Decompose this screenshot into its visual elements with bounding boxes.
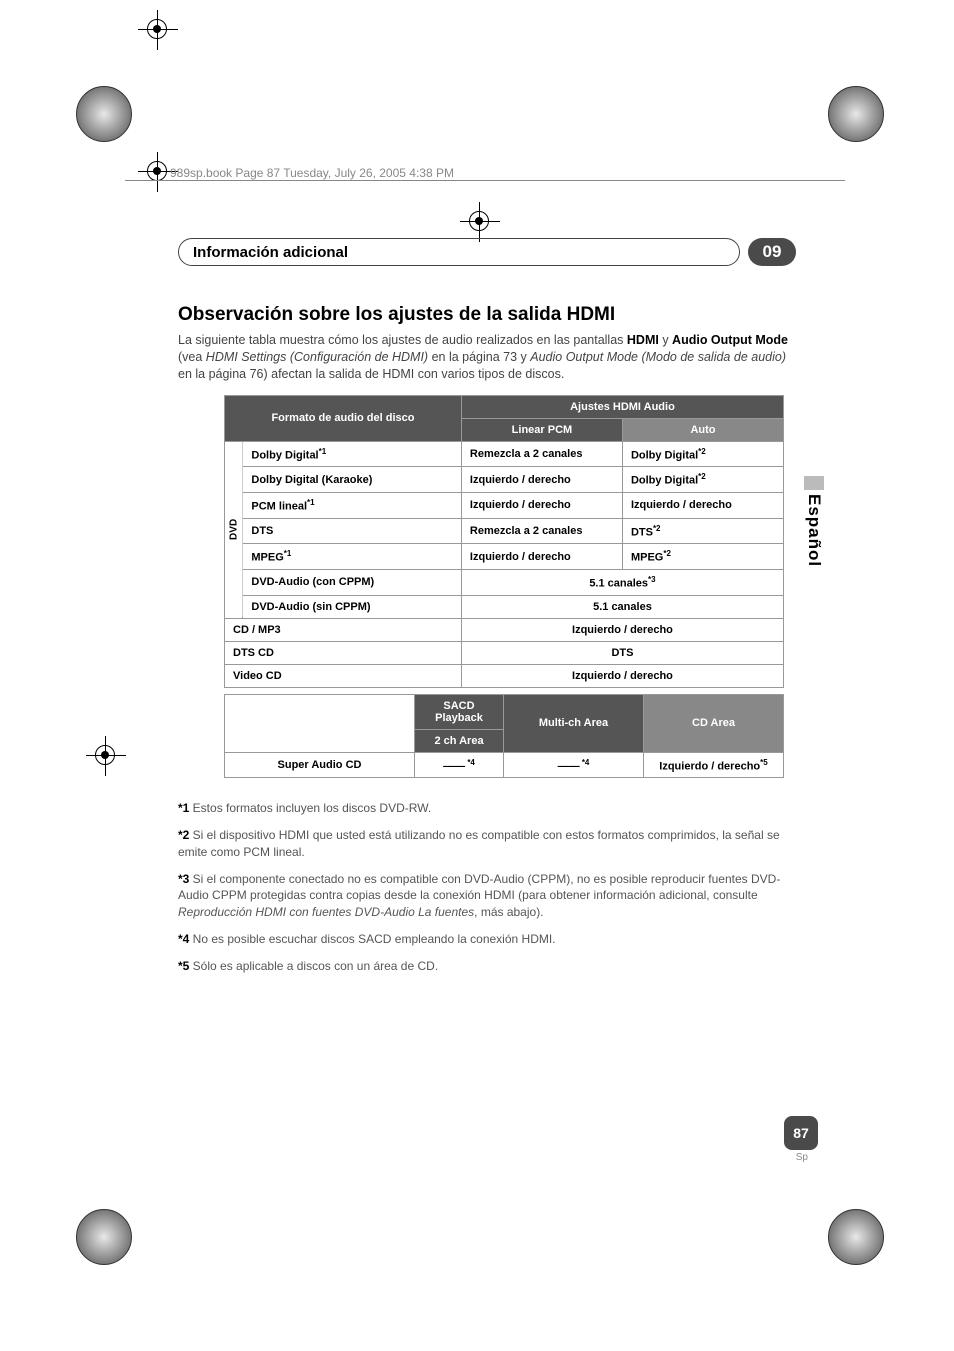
col-auto: Auto — [622, 418, 783, 441]
cell-value: —— *4 — [415, 752, 504, 778]
header-rule — [125, 180, 845, 181]
table-row: CD / MP3 Izquierdo / derecho — [225, 618, 784, 641]
cell-value: Izquierdo / derecho — [461, 664, 783, 687]
table-row: Super Audio CD —— *4 —— *4 Izquierdo / d… — [225, 752, 784, 778]
cell-label: DTS CD — [225, 641, 462, 664]
table-row: PCM lineal*1 Izquierdo / derecho Izquier… — [225, 492, 784, 518]
footnote: *1 Estos formatos incluyen los discos DV… — [178, 800, 796, 817]
cell-label: Video CD — [225, 664, 462, 687]
cell-value: Izquierdo / derecho — [622, 492, 783, 518]
cell-value: 5.1 canales — [461, 595, 783, 618]
tab-label: Español — [804, 494, 824, 567]
cell-value: Izquierdo / derecho*5 — [644, 752, 784, 778]
chapter-number: 09 — [748, 238, 796, 266]
section-title: Información adicional — [178, 238, 740, 266]
col-ajustes: Ajustes HDMI Audio — [461, 395, 783, 418]
col-linear: Linear PCM — [461, 418, 622, 441]
language-tab: Español — [804, 476, 824, 567]
cell-value: 5.1 canales*3 — [461, 569, 783, 595]
table-row: Dolby Digital (Karaoke) Izquierdo / dere… — [225, 467, 784, 493]
cell-value: Izquierdo / derecho — [461, 492, 622, 518]
col-2ch: 2 ch Area — [415, 729, 504, 752]
cell-label: Super Audio CD — [225, 752, 415, 778]
dvd-side-label: DVD — [225, 441, 243, 618]
cell-label: Dolby Digital (Karaoke) — [243, 467, 462, 493]
page-number-badge: 87 — [784, 1116, 818, 1150]
title-bar: Información adicional 09 — [178, 238, 796, 266]
intro-bold: Audio Output Mode — [672, 333, 788, 347]
col-multi: Multi-ch Area — [504, 694, 644, 752]
cell-label: DVD-Audio (con CPPM) — [243, 569, 462, 595]
intro-text: La siguiente tabla muestra cómo los ajus… — [178, 333, 627, 347]
intro-text: en la página 76) afectan la salida de HD… — [178, 367, 564, 381]
heading: Observación sobre los ajustes de la sali… — [178, 304, 796, 326]
cell-value: —— *4 — [504, 752, 644, 778]
tab-marker — [804, 476, 824, 490]
footnote: *5 Sólo es aplicable a discos con un áre… — [178, 958, 796, 975]
footnote: *3 Si el componente conectado no es comp… — [178, 871, 796, 921]
table-row: DTS Remezcla a 2 canales DTS*2 — [225, 518, 784, 544]
intro-paragraph: La siguiente tabla muestra cómo los ajus… — [178, 332, 796, 383]
table-row: DVD-Audio (sin CPPM) 5.1 canales — [225, 595, 784, 618]
table-row: SACD Playback Multi-ch Area CD Area — [225, 694, 784, 729]
table-row: Formato de audio del disco Ajustes HDMI … — [225, 395, 784, 418]
intro-italic: Audio Output Mode (Modo de salida de aud… — [530, 350, 786, 364]
cell-value: Dolby Digital*2 — [622, 441, 783, 467]
intro-text: en la página 73 y — [428, 350, 530, 364]
table-row: DTS CD DTS — [225, 641, 784, 664]
hdmi-table: Formato de audio del disco Ajustes HDMI … — [224, 395, 784, 688]
cell-value: DTS*2 — [622, 518, 783, 544]
footnotes: *1 Estos formatos incluyen los discos DV… — [178, 800, 796, 974]
intro-italic: HDMI Settings (Configuración de HDMI) — [206, 350, 428, 364]
cell-value: MPEG*2 — [622, 544, 783, 570]
intro-text: (vea — [178, 350, 206, 364]
intro-bold: HDMI — [627, 333, 659, 347]
cell-label: CD / MP3 — [225, 618, 462, 641]
page-runner: 989sp.book Page 87 Tuesday, July 26, 200… — [170, 166, 454, 180]
footnote: *4 No es posible escuchar discos SACD em… — [178, 931, 796, 948]
table-container: Formato de audio del disco Ajustes HDMI … — [224, 395, 784, 779]
cell-label: MPEG*1 — [243, 544, 462, 570]
col-cdarea: CD Area — [644, 694, 784, 752]
intro-text: y — [659, 333, 672, 347]
cell-value: Izquierdo / derecho — [461, 467, 622, 493]
col-formato: Formato de audio del disco — [225, 395, 462, 441]
cell-label: PCM lineal*1 — [243, 492, 462, 518]
cell-label: Dolby Digital*1 — [243, 441, 462, 467]
page-sp-label: Sp — [796, 1152, 808, 1163]
footnote: *2 Si el dispositivo HDMI que usted está… — [178, 827, 796, 861]
cell-value: Remezcla a 2 canales — [461, 441, 622, 467]
cell-value: DTS — [461, 641, 783, 664]
cell-value: Izquierdo / derecho — [461, 618, 783, 641]
cell-value: Izquierdo / derecho — [461, 544, 622, 570]
cell-value: Dolby Digital*2 — [622, 467, 783, 493]
col-sacd: SACD Playback — [415, 694, 504, 729]
table-row: MPEG*1 Izquierdo / derecho MPEG*2 — [225, 544, 784, 570]
sacd-table: SACD Playback Multi-ch Area CD Area 2 ch… — [224, 694, 784, 779]
cell-label: DTS — [243, 518, 462, 544]
table-row: DVD-Audio (con CPPM) 5.1 canales*3 — [225, 569, 784, 595]
cell-label: DVD-Audio (sin CPPM) — [243, 595, 462, 618]
table-row: Video CD Izquierdo / derecho — [225, 664, 784, 687]
cell-value: Remezcla a 2 canales — [461, 518, 622, 544]
table-row: DVD Dolby Digital*1 Remezcla a 2 canales… — [225, 441, 784, 467]
main-content: Información adicional 09 Observación sob… — [178, 238, 796, 985]
